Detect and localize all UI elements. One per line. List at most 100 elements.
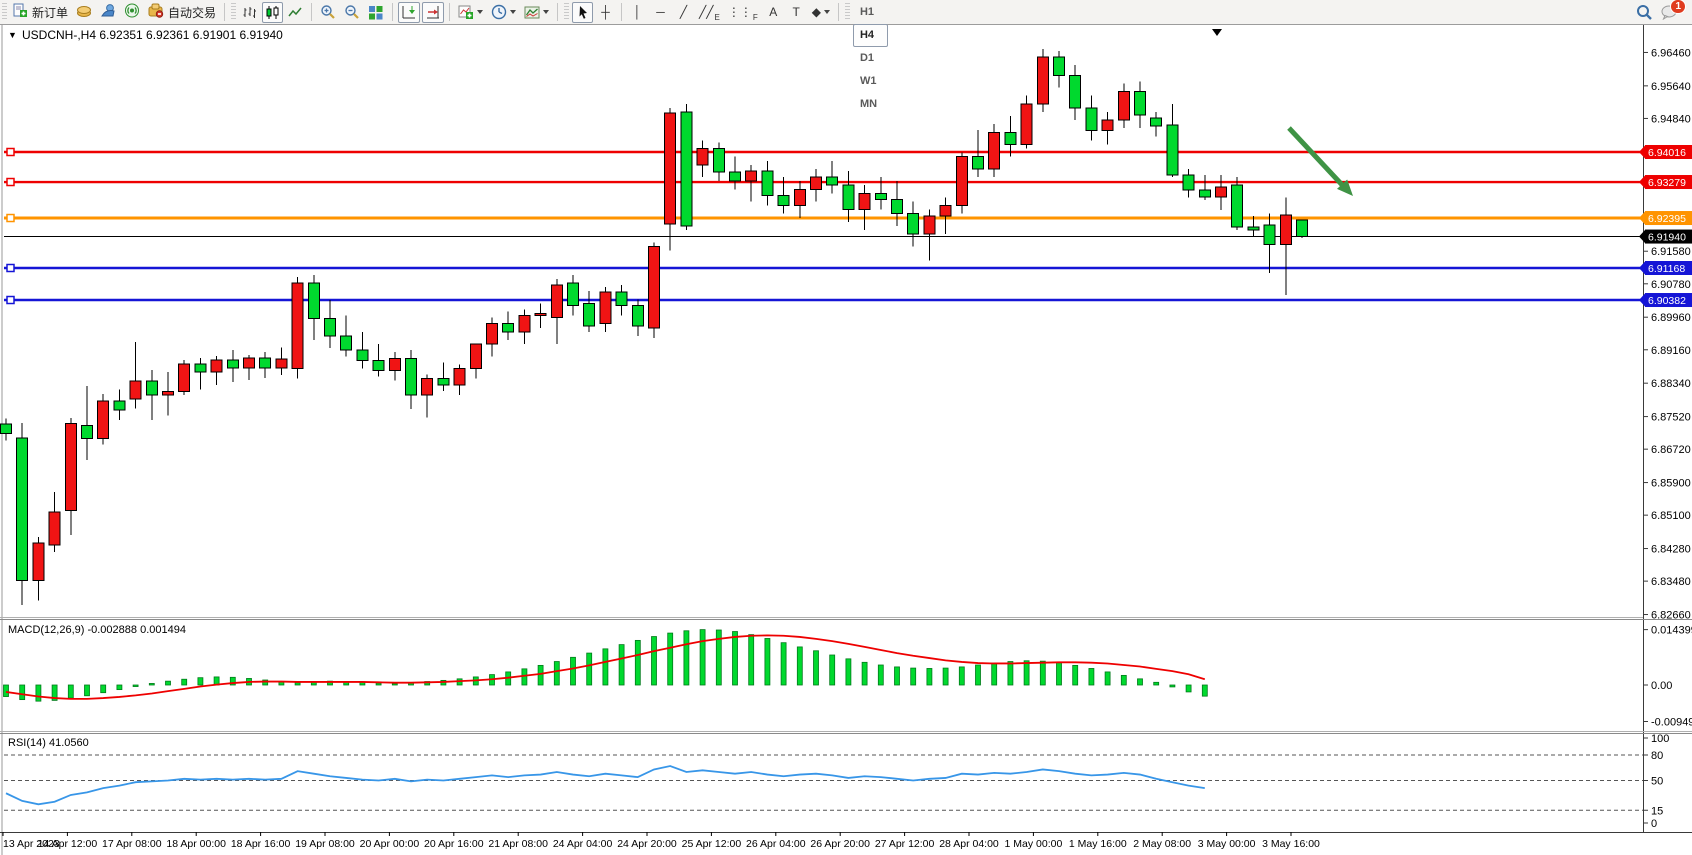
candle-body [1215, 186, 1227, 198]
new-order-label: 新订单 [32, 5, 69, 20]
macd-histogram-bar [570, 656, 576, 686]
candle-body [631, 304, 644, 327]
trendline-tool[interactable]: ╱ [673, 2, 694, 23]
zoom-out-button[interactable] [341, 2, 363, 23]
time-axis-label: 13 Apr 2023 [3, 838, 60, 850]
periods-clock-icon [491, 4, 507, 20]
candle-body [583, 302, 596, 327]
macd-histogram-bar [100, 684, 107, 694]
auto-scroll-button[interactable] [398, 1, 421, 23]
toolbar-grip[interactable] [231, 3, 237, 21]
candle-body [1296, 219, 1308, 238]
time-axis-label: 18 Apr 00:00 [166, 838, 226, 850]
indicators-button[interactable] [455, 2, 486, 23]
crosshair-button[interactable]: ┼ [595, 2, 616, 23]
crosshair-icon: ┼ [601, 5, 610, 19]
text-tool[interactable]: A [763, 2, 784, 23]
candle-body [1279, 214, 1292, 246]
toolbar-grip[interactable] [2, 3, 7, 21]
toolbar-separator [449, 3, 451, 21]
toolbar-separator [392, 3, 394, 21]
templates-dropdown-caret[interactable] [543, 10, 550, 14]
hline-6.91168[interactable]: 6.91168 [4, 260, 1692, 275]
candle-body [0, 423, 12, 435]
market-watch-icon [76, 3, 92, 21]
arrows-tool[interactable]: ◆ [809, 2, 833, 23]
hline-handle[interactable] [6, 263, 15, 273]
level-lines: 6.94016 6.93279 6.92395 6.91940 6.91168 6.903… [4, 145, 1692, 308]
bar-chart-button[interactable] [239, 2, 260, 23]
timeframe-h4-button[interactable]: H4 [852, 23, 889, 47]
candle-body [761, 170, 774, 196]
label-tool[interactable]: T [786, 2, 807, 23]
macd-histogram-bar [667, 632, 674, 686]
macd-histogram-bar [991, 662, 998, 686]
periods-button[interactable] [488, 2, 519, 23]
vertical-line-tool[interactable]: │ [627, 2, 648, 23]
autotrading-icon [148, 3, 164, 21]
toolbar-grip[interactable] [564, 3, 570, 21]
timeframe-w1-button[interactable]: W1 [859, 75, 877, 87]
timeframe-mn-button[interactable]: MN [859, 98, 878, 110]
candle-body [81, 425, 93, 440]
timeframe-h1-button[interactable]: H1 [859, 6, 875, 18]
tile-windows-button[interactable] [365, 2, 387, 23]
macd-histogram-bar [926, 668, 933, 686]
autotrading-button[interactable]: 自动交易 [145, 2, 219, 23]
mql5-community-button[interactable] [97, 2, 119, 23]
macd-label: MACD(12,26,9) -0.002888 0.001494 [8, 624, 186, 636]
templates-button[interactable] [521, 2, 552, 23]
price-axis-label: 6.85900 [1651, 478, 1691, 490]
macd-histogram-bar [132, 684, 139, 687]
hline-6.90382[interactable]: 6.90382 [4, 293, 1692, 308]
candle-body [858, 192, 871, 211]
hline-6.91940[interactable]: 6.91940 [4, 229, 1692, 244]
candle-body [275, 358, 288, 369]
channel-sub-label: E [714, 12, 720, 22]
line-chart-button[interactable] [285, 2, 306, 23]
candle-body [1004, 131, 1017, 146]
macd-histogram-bar [165, 680, 171, 686]
periods-dropdown-caret[interactable] [510, 10, 517, 14]
trend-arrow-annotation[interactable] [1287, 126, 1353, 196]
chart-shift-marker[interactable] [1212, 29, 1222, 36]
macd-axis-label: 0.00 [1651, 680, 1672, 692]
price-badge-label: 6.94016 [1648, 147, 1686, 159]
autotrading-label: 自动交易 [168, 5, 217, 20]
macd-histogram-bar [1137, 678, 1143, 686]
candle-body [745, 170, 758, 182]
hline-handle[interactable] [6, 295, 15, 305]
horizontal-line-tool[interactable]: ─ [650, 2, 671, 23]
time-axis-label: 3 May 00:00 [1198, 838, 1256, 850]
market-watch-button[interactable] [73, 2, 95, 23]
hline-6.93279[interactable]: 6.93279 [4, 175, 1692, 190]
candle-body [372, 359, 385, 372]
arrows-dropdown-caret[interactable] [823, 10, 830, 14]
hline-handle[interactable] [6, 177, 15, 187]
chart-menu-marker: ▼ [8, 30, 17, 40]
search-button[interactable] [1633, 2, 1656, 23]
fibonacci-tool[interactable]: ⋮⋮ F [725, 2, 761, 23]
timeframe-d1-button[interactable]: D1 [859, 52, 875, 64]
auto-scroll-icon [402, 5, 416, 18]
hline-handle[interactable] [6, 147, 15, 157]
equidistant-channel-tool[interactable]: ╱╱ E [696, 2, 723, 23]
price-badge-label: 6.90382 [1648, 295, 1686, 307]
price-badge-notch [1639, 293, 1645, 307]
notifications-button[interactable]: 1 [1658, 0, 1686, 23]
candlestick-chart-button[interactable] [262, 1, 284, 23]
candle-body [550, 284, 563, 319]
chart-shift-button[interactable] [422, 1, 445, 23]
indicators-dropdown-caret[interactable] [477, 10, 484, 14]
cursor-button[interactable] [572, 1, 594, 23]
macd-histogram-bar [1039, 660, 1046, 686]
price-axis[interactable]: 6.96460 6.95640 6.94840 6.91580 6.90780 6.899… [1643, 47, 1691, 622]
hline-6.94016[interactable]: 6.94016 [4, 145, 1692, 159]
new-order-button[interactable]: 新订单 [10, 2, 71, 23]
hline-6.92395[interactable]: 6.92395 [4, 211, 1692, 226]
toolbar-grip[interactable] [844, 3, 850, 21]
hline-handle[interactable] [6, 213, 15, 223]
zoom-in-button[interactable] [317, 2, 339, 23]
signals-button[interactable] [121, 2, 143, 23]
